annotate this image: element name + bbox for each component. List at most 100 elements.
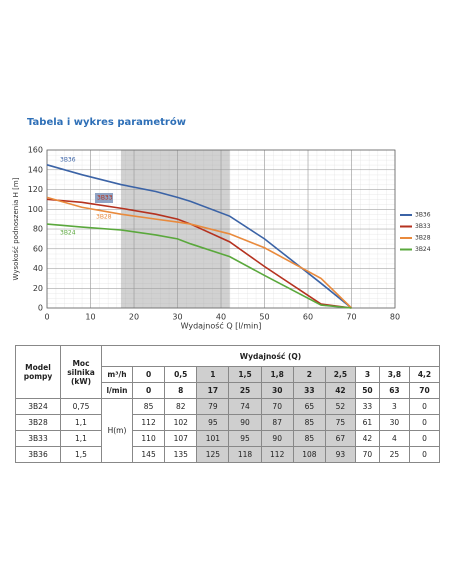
y-tick-label: 80	[33, 225, 43, 234]
head-value: 0	[408, 446, 441, 463]
flow-m3h: 0	[131, 366, 166, 383]
header-unit-lmin: l/min	[101, 382, 133, 399]
head-value: 90	[228, 414, 262, 431]
flow-m3h: 3,8	[378, 366, 410, 383]
head-value: 95	[228, 430, 262, 447]
flow-lmin: 25	[228, 382, 262, 399]
series-label: 3B33	[97, 195, 113, 202]
x-tick-label: 80	[390, 313, 400, 322]
y-tick-label: 0	[38, 304, 43, 313]
y-tick-label: 20	[33, 284, 43, 293]
head-value: 52	[324, 398, 356, 415]
flow-m3h: 1,5	[228, 366, 262, 383]
x-tick-label: 30	[172, 313, 182, 322]
head-value: 135	[164, 446, 198, 463]
x-tick-label: 70	[346, 313, 356, 322]
header-flow: Wydajność (Q)	[101, 345, 440, 367]
series-label: 3B24	[60, 230, 76, 237]
chart-title: Tabela i wykres parametrów	[27, 116, 186, 128]
flow-m3h: 2,5	[324, 366, 356, 383]
flow-m3h: 2	[292, 366, 326, 383]
head-value: 70	[260, 398, 294, 415]
head-value: 125	[196, 446, 230, 463]
header-model: Model pompy	[15, 345, 61, 399]
legend-label: 3B24	[415, 246, 431, 253]
y-tick-label: 100	[28, 205, 43, 214]
head-value: 30	[378, 414, 410, 431]
head-value: 4	[378, 430, 410, 447]
y-axis-label: Wysokość podnoszenia H [m]	[12, 177, 20, 280]
plot-frame	[46, 149, 396, 309]
flow-lmin: 33	[292, 382, 326, 399]
head-value: 95	[196, 414, 230, 431]
y-tick-label: 160	[28, 146, 43, 155]
head-value: 25	[378, 446, 410, 463]
model: 3B33	[15, 430, 61, 447]
power: 0,75	[60, 398, 102, 415]
flow-m3h: 1,8	[260, 366, 294, 383]
head-value: 74	[228, 398, 262, 415]
series-line	[46, 164, 353, 309]
head-value: 108	[292, 446, 326, 463]
head-value: 61	[354, 414, 380, 431]
head-value: 112	[131, 414, 166, 431]
head-value: 65	[292, 398, 326, 415]
x-tick-label: 20	[129, 313, 139, 322]
x-tick-label: 40	[216, 313, 226, 322]
flow-m3h: 0,5	[164, 366, 198, 383]
x-tick-label: 60	[303, 313, 313, 322]
head-value: 33	[354, 398, 380, 415]
flow-lmin: 30	[260, 382, 294, 399]
x-axis-label: Wydajność Q [l/min]	[181, 321, 262, 331]
head-value: 93	[324, 446, 356, 463]
head-value: 87	[260, 414, 294, 431]
legend-label: 3B36	[415, 212, 431, 219]
head-value: 90	[260, 430, 294, 447]
x-tick-label: 50	[259, 313, 269, 322]
power: 1,5	[60, 446, 102, 463]
header-power: Moc silnika (kW)	[60, 345, 102, 399]
series-line	[46, 198, 352, 309]
head-value: 85	[292, 414, 326, 431]
head-value: 102	[164, 414, 198, 431]
head-value: 85	[292, 430, 326, 447]
y-tick-label: 140	[28, 165, 43, 174]
head-value: 145	[131, 446, 166, 463]
head-value: 67	[324, 430, 356, 447]
head-value: 75	[324, 414, 356, 431]
model: 3B36	[15, 446, 61, 463]
x-tick-label: 10	[85, 313, 95, 322]
head-value: 0	[408, 430, 441, 447]
flow-m3h: 4,2	[408, 366, 441, 383]
head-value: 85	[131, 398, 166, 415]
head-value: 118	[228, 446, 262, 463]
flow-lmin: 0	[131, 382, 166, 399]
flow-lmin: 70	[408, 382, 441, 399]
head-value: 0	[408, 414, 441, 431]
header-unit-m3h: m³/h	[101, 366, 133, 383]
y-tick-label: 60	[33, 244, 43, 253]
head-value: 110	[131, 430, 166, 447]
flow-lmin: 63	[378, 382, 410, 399]
legend-label: 3B28	[415, 235, 431, 242]
series-label-bg	[95, 193, 113, 203]
flow-m3h: 1	[196, 366, 230, 383]
y-tick-label: 120	[28, 185, 43, 194]
flow-m3h: 3	[354, 366, 380, 383]
head-value: 0	[408, 398, 441, 415]
head-value: 42	[354, 430, 380, 447]
head-value: 112	[260, 446, 294, 463]
series-line	[46, 196, 353, 309]
head-value: 101	[196, 430, 230, 447]
parameter-table: Model pompy Moc silnika (kW) Wydajność (…	[15, 345, 441, 463]
series-line	[46, 223, 352, 309]
power: 1,1	[60, 414, 102, 431]
series-label: 3B28	[96, 214, 112, 221]
flow-lmin: 8	[164, 382, 198, 399]
head-unit: H(m)	[101, 398, 133, 463]
head-value: 79	[196, 398, 230, 415]
legend-label: 3B33	[415, 223, 431, 230]
flow-lmin: 17	[196, 382, 230, 399]
head-value: 3	[378, 398, 410, 415]
